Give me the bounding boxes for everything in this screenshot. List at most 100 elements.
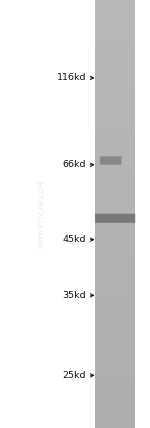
Bar — [95, 322, 135, 324]
Bar — [95, 338, 135, 339]
Bar — [95, 223, 135, 224]
Bar — [95, 404, 135, 405]
FancyBboxPatch shape — [95, 214, 135, 223]
Bar — [95, 184, 135, 185]
Bar — [95, 64, 135, 65]
Bar — [95, 333, 135, 334]
Bar — [95, 377, 135, 378]
Bar — [95, 357, 135, 358]
Bar — [95, 342, 135, 344]
Bar — [95, 344, 135, 345]
Bar — [95, 9, 135, 10]
Bar — [95, 40, 135, 42]
Bar — [95, 7, 135, 9]
Bar — [95, 416, 135, 418]
Bar — [95, 4, 135, 6]
Bar — [95, 238, 135, 240]
Bar — [95, 277, 135, 278]
Bar — [95, 382, 135, 384]
Bar — [95, 46, 135, 47]
Bar — [95, 361, 135, 363]
Bar — [95, 61, 135, 63]
Bar — [95, 230, 135, 231]
Bar — [95, 207, 135, 208]
Bar — [95, 267, 135, 268]
Bar — [95, 100, 135, 101]
Bar — [95, 110, 135, 111]
Bar — [95, 411, 135, 412]
Bar — [95, 330, 135, 331]
Bar — [95, 415, 135, 416]
Bar — [95, 254, 135, 256]
Bar — [95, 138, 135, 140]
Bar — [95, 202, 135, 204]
Bar — [95, 74, 135, 76]
Bar — [95, 97, 135, 98]
Bar — [95, 123, 135, 124]
Bar — [95, 170, 135, 171]
Bar — [95, 334, 135, 335]
Bar — [95, 275, 135, 277]
Bar — [95, 388, 135, 389]
Bar — [95, 150, 135, 151]
Bar — [95, 36, 135, 37]
Bar — [95, 237, 135, 238]
Bar — [95, 188, 135, 190]
Bar — [95, 270, 135, 271]
FancyBboxPatch shape — [95, 214, 135, 223]
Bar — [95, 80, 135, 81]
Text: 25kd: 25kd — [63, 371, 86, 380]
Bar — [95, 163, 135, 164]
Bar — [95, 335, 135, 337]
Bar — [95, 247, 135, 248]
Bar — [95, 73, 135, 74]
Bar — [95, 351, 135, 352]
Bar — [95, 154, 135, 155]
Bar — [95, 355, 135, 357]
Bar — [95, 348, 135, 350]
Bar — [95, 104, 135, 106]
Bar — [95, 90, 135, 91]
Bar — [95, 149, 135, 150]
Bar — [95, 314, 135, 315]
Bar — [95, 309, 135, 311]
Bar — [95, 295, 135, 297]
Bar — [95, 133, 135, 134]
Bar — [95, 224, 135, 226]
Bar — [95, 197, 135, 198]
Bar — [95, 0, 135, 1]
Bar — [95, 37, 135, 39]
Bar — [95, 76, 135, 77]
Bar — [95, 140, 135, 141]
Bar — [95, 70, 135, 71]
Bar — [95, 34, 135, 36]
Bar — [95, 226, 135, 227]
Bar — [95, 42, 135, 43]
Bar — [95, 106, 135, 107]
Bar — [95, 1, 135, 3]
Bar — [95, 257, 135, 258]
Bar — [95, 324, 135, 325]
Bar — [95, 262, 135, 264]
Bar — [95, 250, 135, 251]
Bar — [95, 119, 135, 120]
Bar — [95, 427, 135, 428]
Bar — [95, 13, 135, 14]
Bar — [95, 151, 135, 153]
Bar — [95, 341, 135, 342]
Bar — [95, 113, 135, 114]
Bar — [95, 240, 135, 241]
Bar — [95, 243, 135, 244]
Bar — [95, 89, 135, 90]
Bar — [95, 321, 135, 322]
Bar — [95, 384, 135, 385]
Bar — [95, 228, 135, 230]
Bar — [95, 308, 135, 309]
Bar — [95, 6, 135, 7]
Bar — [95, 26, 135, 27]
Bar — [95, 201, 135, 202]
Bar — [95, 164, 135, 166]
Bar — [95, 235, 135, 237]
Bar — [95, 253, 135, 254]
Bar — [95, 408, 135, 410]
